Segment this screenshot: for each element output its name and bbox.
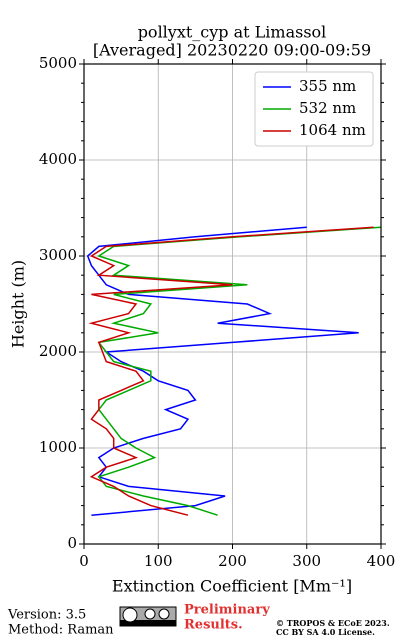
preliminary: Results. — [184, 618, 243, 633]
profile-line — [97, 226, 382, 516]
copyright: CC BY SA 4.0 License. — [276, 627, 375, 637]
x-axis-label: Extinction Coefficient [Mm⁻¹] — [112, 577, 352, 596]
y-tick-label: 5000 — [39, 54, 77, 72]
x-tick-label: 100 — [144, 552, 173, 570]
legend-label: 1064 nm — [299, 121, 366, 139]
y-tick-label: 4000 — [39, 150, 77, 168]
x-tick-label: 0 — [79, 552, 89, 570]
y-tick-label: 2000 — [39, 342, 77, 360]
copyright: © TROPOS & ECoE 2023. — [276, 618, 390, 628]
y-tick-label: 0 — [67, 534, 77, 552]
version: Version: 3.5 — [7, 608, 86, 623]
legend-label: 355 nm — [299, 77, 356, 95]
preliminary: Preliminary — [184, 603, 270, 618]
y-axis-label: Height (m) — [9, 260, 28, 348]
legend-label: 532 nm — [299, 99, 356, 117]
x-tick-label: 300 — [292, 552, 321, 570]
chart-title: pollyxt_cyp at Limassol — [138, 23, 327, 42]
plot-frame — [83, 63, 382, 545]
y-tick-label: 3000 — [39, 246, 77, 264]
cc-badge — [119, 606, 177, 627]
y-tick-label: 1000 — [39, 438, 77, 456]
chart-title: [Averaged] 20230220 09:00-09:59 — [93, 41, 371, 60]
x-tick-label: 400 — [367, 552, 396, 570]
x-tick-label: 200 — [218, 552, 247, 570]
profile-line — [86, 226, 359, 516]
legend-box — [254, 71, 374, 147]
method: Method: Raman — [8, 623, 114, 638]
profile-line — [88, 226, 374, 516]
